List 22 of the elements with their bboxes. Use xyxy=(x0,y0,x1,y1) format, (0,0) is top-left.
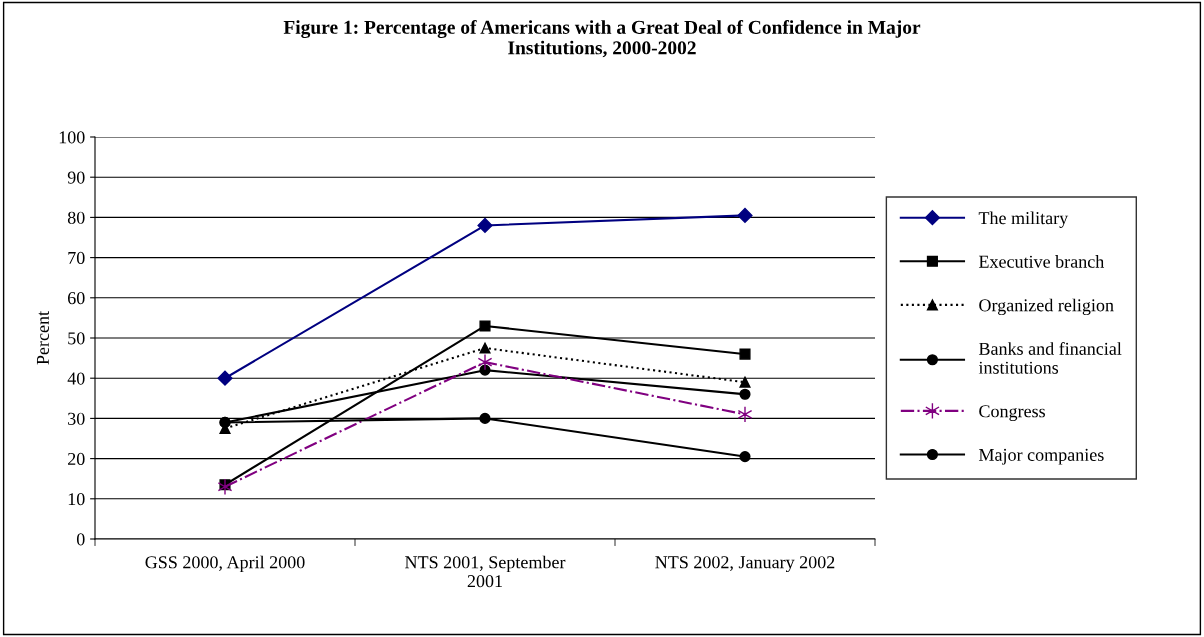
y-axis-title: Percent xyxy=(36,311,49,365)
legend-label: Congress xyxy=(979,405,1045,422)
x-tick-label: NTS 2002, January 2002 xyxy=(655,556,835,573)
y-tick-label: 50 xyxy=(68,332,85,345)
legend-label: Organized religion xyxy=(979,298,1114,316)
y-tick-label: 90 xyxy=(67,171,85,184)
x-tick-label: NTS 2001, September 2001 xyxy=(405,555,566,588)
x-tick-label: GSS 2000, April 2000 xyxy=(145,555,305,573)
legend-label: Major companies xyxy=(978,448,1104,465)
y-tick-label: 20 xyxy=(68,452,85,466)
y-tick-label: 60 xyxy=(68,292,85,305)
y-tick-label: 40 xyxy=(67,372,85,385)
y-tick-label: 100 xyxy=(59,131,85,144)
y-tick-label: 30 xyxy=(68,412,85,425)
chart-title: Figure 1: Percentage of Americans with a Great Deal of Confidence in Major Institutions, 2000-2002 xyxy=(283,20,921,58)
legend-label: Executive branch xyxy=(978,255,1105,268)
legend-label: The military xyxy=(978,211,1069,228)
legend-label: Banks and financial institutions xyxy=(978,342,1122,374)
y-tick-label: 0 xyxy=(76,533,85,546)
y-tick-label: 10 xyxy=(68,493,85,506)
y-tick-label: 80 xyxy=(67,211,85,224)
y-tick-label: 70 xyxy=(68,251,85,265)
